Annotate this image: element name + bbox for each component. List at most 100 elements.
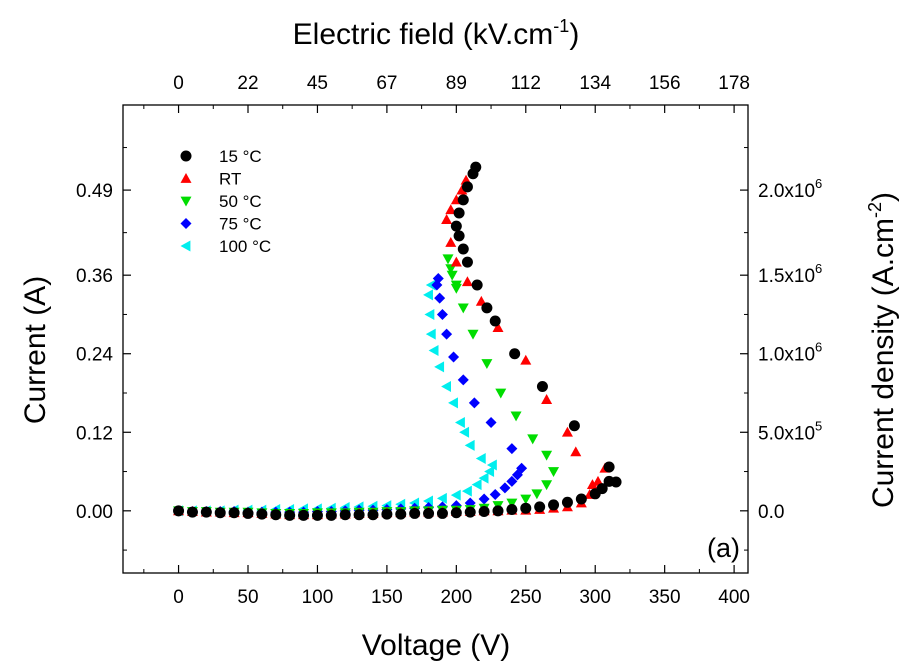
data-point: [242, 507, 254, 519]
x-axis-title: Voltage (V): [362, 629, 510, 662]
data-point: [459, 426, 470, 438]
data-point: [325, 509, 337, 521]
data-point: [520, 494, 532, 505]
data-point: [481, 359, 493, 370]
data-point: [475, 452, 486, 464]
data-point: [509, 348, 521, 360]
data-point: [228, 507, 240, 519]
x-tick-label: 350: [649, 587, 681, 608]
data-point: [481, 302, 493, 314]
legend-marker: [180, 173, 192, 183]
data-point: [492, 322, 504, 332]
data-point: [445, 264, 457, 275]
data-point: [434, 292, 446, 304]
data-point: [339, 509, 351, 521]
data-point: [425, 328, 436, 340]
data-point: [446, 270, 458, 281]
data-point: [541, 394, 553, 404]
x2-tick-label: 45: [307, 73, 328, 94]
data-point: [520, 354, 532, 365]
x2-tick-label: 134: [579, 73, 611, 94]
axis-tick-labels: 0 50 100 150 200 250 300 350 400 0 22 45 67 89 112 134 1…: [76, 73, 822, 608]
data-point: [548, 467, 560, 478]
data-point: [541, 480, 553, 491]
series-100-c: [173, 279, 497, 517]
series-75-c: [173, 272, 528, 518]
data-point: [468, 397, 480, 409]
data-point: [570, 446, 582, 457]
data-point: [450, 283, 462, 294]
data-point: [461, 256, 473, 268]
y-axis-title: Current (A): [19, 276, 52, 424]
data-point: [471, 279, 483, 291]
axis-ticks: [123, 105, 748, 573]
x-tick-label: 150: [371, 587, 403, 608]
data-point: [534, 501, 546, 513]
data-point: [506, 498, 518, 509]
data-point: [441, 380, 452, 392]
x2-tick-label: 67: [376, 73, 397, 94]
y2-tick-label: 1.5x106: [758, 261, 822, 287]
data-point: [395, 508, 407, 520]
data-point: [450, 256, 462, 267]
x2-tick-label: 89: [446, 73, 467, 94]
data-point: [424, 308, 435, 320]
legend-label: 100 °C: [219, 237, 271, 256]
legend-label: 15 °C: [219, 147, 262, 166]
x2-tick-label: 178: [718, 73, 750, 94]
series-15-c: [173, 161, 622, 521]
y2-tick-label: 1.0x106: [758, 340, 822, 366]
data-point: [464, 439, 475, 451]
data-point: [596, 483, 608, 495]
x-tick-label: 0: [173, 587, 184, 608]
data-point: [478, 493, 490, 505]
legend-label: 75 °C: [219, 215, 262, 234]
data-point: [561, 426, 573, 437]
data-point: [492, 505, 504, 517]
series-50-c: [173, 254, 560, 519]
data-point: [506, 443, 518, 455]
legend-marker: [180, 196, 192, 207]
data-point: [461, 485, 472, 497]
data-point: [214, 507, 226, 519]
data-point: [173, 505, 185, 517]
legend-marker: [180, 150, 192, 162]
data-point: [568, 420, 580, 432]
data-point: [510, 411, 522, 422]
data-point: [423, 495, 433, 507]
data-point: [450, 507, 462, 519]
data-point: [442, 254, 454, 265]
y-tick-label: 0.00: [76, 502, 113, 523]
data-point: [450, 220, 462, 232]
data-point: [298, 509, 310, 521]
data-point: [428, 344, 439, 356]
data-point: [478, 505, 490, 517]
data-point: [436, 507, 448, 519]
x2-tick-label: 156: [649, 73, 681, 94]
data-point: [461, 276, 473, 287]
x-tick-label: 250: [510, 587, 542, 608]
data-point: [436, 492, 447, 504]
data-point: [456, 184, 468, 195]
data-point: [470, 161, 482, 173]
data-point: [270, 509, 282, 521]
data-point: [457, 194, 469, 206]
data-point: [461, 181, 473, 193]
data-point: [445, 236, 457, 247]
data-point: [453, 230, 465, 242]
data-point: [603, 461, 615, 473]
data-point: [516, 462, 528, 474]
data-point: [499, 482, 511, 494]
data-point: [445, 204, 457, 215]
data-point: [489, 488, 501, 500]
data-point: [453, 207, 465, 219]
data-point: [457, 243, 469, 255]
legend: 15 °C RT 50 °C 75 °C 100 °C: [180, 147, 271, 256]
x-tick-label: 100: [302, 587, 334, 608]
data-point: [536, 380, 548, 392]
data-point: [478, 472, 489, 484]
data-point: [485, 416, 497, 428]
data-point: [432, 272, 444, 284]
legend-label: 50 °C: [219, 192, 262, 211]
